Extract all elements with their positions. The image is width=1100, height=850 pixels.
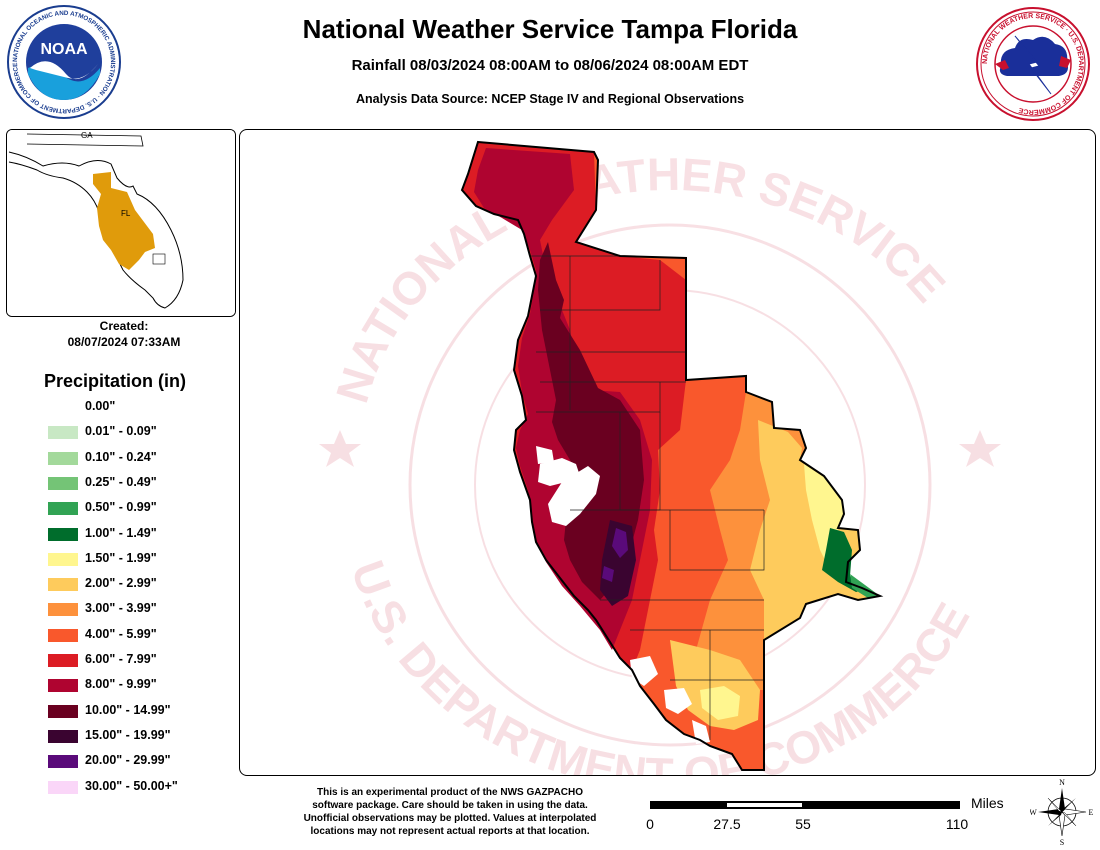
legend-label: 15.00" - 19.99" [85, 727, 171, 742]
legend-item: 30.00" - 50.00+" [48, 779, 248, 797]
legend-item: 4.00" - 5.99" [48, 627, 248, 645]
compass-s: S [1060, 838, 1064, 846]
legend-item: 1.00" - 1.49" [48, 526, 248, 544]
main-rainfall-map: NATIONAL WEATHER SERVICE U.S. DEPARTMENT… [239, 129, 1096, 776]
inset-forecast-area [93, 172, 155, 270]
scale-tick-label: 0 [646, 816, 654, 832]
legend-item: 3.00" - 3.99" [48, 601, 248, 619]
disclaimer: This is an experimental product of the N… [270, 786, 630, 838]
inset-label-ga: GA [81, 131, 93, 140]
legend-swatch [48, 603, 78, 617]
legend-item: 20.00" - 29.99" [48, 753, 248, 771]
legend-label: 20.00" - 29.99" [85, 753, 171, 768]
legend-swatch [48, 451, 78, 465]
legend-label: 0.50" - 0.99" [85, 500, 157, 515]
nws-logo: NATIONAL WEATHER SERVICE · U.S. DEPARTME… [976, 7, 1090, 121]
legend-label: 4.00" - 5.99" [85, 626, 157, 641]
disclaimer-line: This is an experimental product of the N… [317, 787, 583, 798]
legend-label: 6.00" - 7.99" [85, 652, 157, 666]
disclaimer-line: Unofficial observations may be plotted. … [303, 813, 597, 824]
legend-swatch [48, 426, 78, 440]
legend-swatch [48, 628, 78, 642]
county-boundaries [530, 255, 765, 740]
legend-item: 15.00" - 19.99" [48, 728, 248, 746]
legend-swatch [48, 476, 78, 490]
legend-swatch [48, 527, 78, 541]
legend-label: 30.00" - 50.00+" [85, 778, 178, 793]
legend-item: 10.00" - 14.99" [48, 703, 248, 721]
map-title: National Weather Service Tampa Florida [302, 14, 798, 44]
legend-label: 2.00" - 2.99" [85, 576, 157, 591]
compass-e: E [1089, 808, 1094, 817]
created-timestamp: 08/07/2024 07:33AM [67, 335, 181, 349]
created-label: Created: [99, 319, 149, 333]
inset-label-fl: FL [121, 209, 131, 218]
legend-item: 0.01" - 0.09" [48, 424, 248, 442]
inset-florida-outline [8, 151, 184, 309]
legend-item: 8.00" - 9.99" [48, 677, 248, 695]
compass-w: W [1030, 808, 1037, 817]
noaa-logo: NATIONAL OCEANIC AND ATMOSPHERIC ADMINIS… [7, 5, 121, 119]
legend-item: 0.00" [48, 399, 248, 417]
scale-unit-label: Miles [971, 795, 1004, 811]
legend-swatch [48, 679, 78, 693]
legend-label: 3.00" - 3.99" [85, 601, 157, 616]
noaa-wordmark: NOAA [40, 41, 88, 58]
forecast-area-outline [460, 140, 884, 771]
scale-tick-label: 110 [946, 816, 969, 832]
legend-swatch [48, 654, 78, 667]
legend-swatch [48, 552, 78, 566]
legend-label: 10.00" - 14.99" [85, 702, 171, 717]
legend-label: 1.00" - 1.49" [85, 525, 157, 540]
legend-swatch [48, 704, 78, 718]
scale-bar: 0 27.5 55 110 [646, 801, 969, 832]
legend-title: Precipitation (in) [44, 371, 187, 391]
legend-swatch [48, 755, 78, 769]
map-subtitle: Rainfall 08/03/2024 08:00AM to 08/06/202… [351, 57, 749, 74]
scale-tick-label: 27.5 [713, 816, 740, 832]
legend-label: 1.50" - 1.99" [85, 550, 157, 565]
legend-label: 0.25" - 0.49" [85, 474, 157, 489]
legend-swatch [48, 780, 78, 794]
data-source-note: Analysis Data Source: NCEP Stage IV and … [355, 92, 745, 106]
legend-item: 0.25" - 0.49" [48, 475, 248, 493]
inset-locator-map: GA FL [6, 129, 236, 317]
legend-label: 8.00" - 9.99" [85, 677, 157, 692]
legend-item: 1.50" - 1.99" [48, 551, 248, 569]
legend-swatch [48, 729, 78, 743]
legend-label: 0.10" - 0.24" [85, 449, 157, 464]
scale-tick-label: 55 [795, 816, 811, 832]
disclaimer-line: locations may not represent actual repor… [310, 826, 590, 837]
rainfall-field [462, 142, 880, 770]
legend-swatch [48, 401, 78, 414]
legend-swatch [48, 578, 78, 592]
legend-item: 6.00" - 7.99" [48, 652, 248, 670]
legend-label: 0.01" - 0.09" [85, 424, 157, 439]
legend-item: 2.00" - 2.99" [48, 576, 248, 594]
created-info: Created: 08/07/2024 07:33AM [6, 318, 242, 350]
legend-item: 0.50" - 0.99" [48, 500, 248, 518]
legend-label: 0.00" [85, 399, 116, 413]
compass-rose-icon: N S E W [1030, 778, 1094, 846]
legend-item: 0.10" - 0.24" [48, 450, 248, 468]
disclaimer-line: software package. Care should be taken i… [312, 800, 588, 811]
compass-n: N [1059, 778, 1065, 787]
inset-ga-border [26, 133, 144, 147]
legend-swatch [48, 502, 78, 516]
